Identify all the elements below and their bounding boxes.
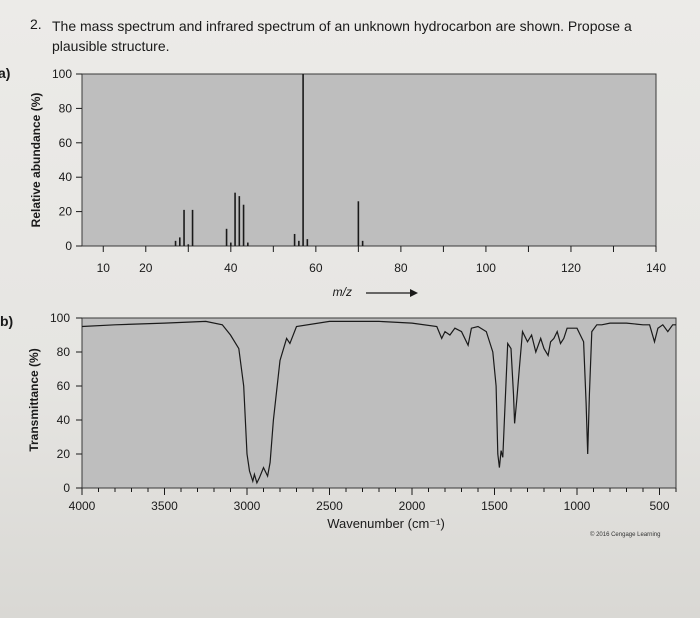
panel-a-ylabel: Relative abundance (%) (29, 93, 43, 228)
mass-spectrum-panel: a) Relative abundance (%) 0 20 40 60 80 100 1… (0, 65, 666, 299)
panel-b-plot-area (81, 317, 677, 489)
b-xtick-label: 500 (649, 499, 669, 513)
b-ytick-label: 0 (63, 481, 70, 495)
b-xtick-label: 3500 (151, 499, 178, 513)
a-xtick-label: 40 (224, 261, 238, 275)
a-xtick-label: 60 (309, 261, 323, 275)
panel-b-ylabel: Transmittance (%) (27, 348, 41, 451)
b-xtick-label: 2000 (399, 499, 426, 513)
a-ytick-label: 60 (59, 136, 73, 150)
ir-spectrum-line (81, 320, 676, 485)
b-xtick-label: 1000 (564, 499, 591, 513)
b-ytick-label: 100 (50, 311, 70, 325)
question-text: The mass spectrum and infrared spectrum … (52, 18, 632, 54)
a-ytick-label: 40 (59, 170, 73, 184)
a-xtick-label: 100 (476, 261, 496, 275)
a-ytick-label: 80 (59, 101, 73, 115)
mz-arrowhead (410, 289, 418, 297)
b-ytick-label: 80 (57, 345, 71, 359)
b-xtick-label: 2500 (316, 499, 343, 513)
a-xtick-label: 10 (97, 261, 111, 275)
a-xtick-label: 140 (646, 261, 666, 275)
b-xtick-label: 4000 (69, 499, 96, 513)
panel-a-label: a) (0, 65, 10, 81)
b-ytick-label: 60 (57, 379, 71, 393)
a-xtick-label: 20 (139, 261, 153, 275)
b-xtick-label: 3000 (234, 499, 261, 513)
panel-a-xlabel: m/z (333, 285, 352, 299)
a-xtick-label: 80 (394, 261, 408, 275)
a-xtick-label: 120 (561, 261, 581, 275)
b-ytick-label: 20 (57, 447, 71, 461)
panel-a-plot-area (81, 73, 657, 247)
ir-spectrum-panel: b) Transmittance (%) 0 20 40 60 80 100 4000 35… (0, 311, 677, 531)
a-ytick-label: 20 (59, 205, 73, 219)
a-ytick-label: 100 (52, 67, 72, 81)
b-ytick-label: 40 (57, 413, 71, 427)
panel-b-label: b) (0, 313, 13, 329)
question-number: 2. (30, 16, 42, 32)
panel-b-xlabel: Wavenumber (cm⁻¹) (327, 516, 445, 531)
a-ytick-label: 0 (65, 239, 72, 253)
copyright-credit: © 2016 Cengage Learning (590, 532, 661, 538)
b-xtick-label: 1500 (481, 499, 508, 513)
